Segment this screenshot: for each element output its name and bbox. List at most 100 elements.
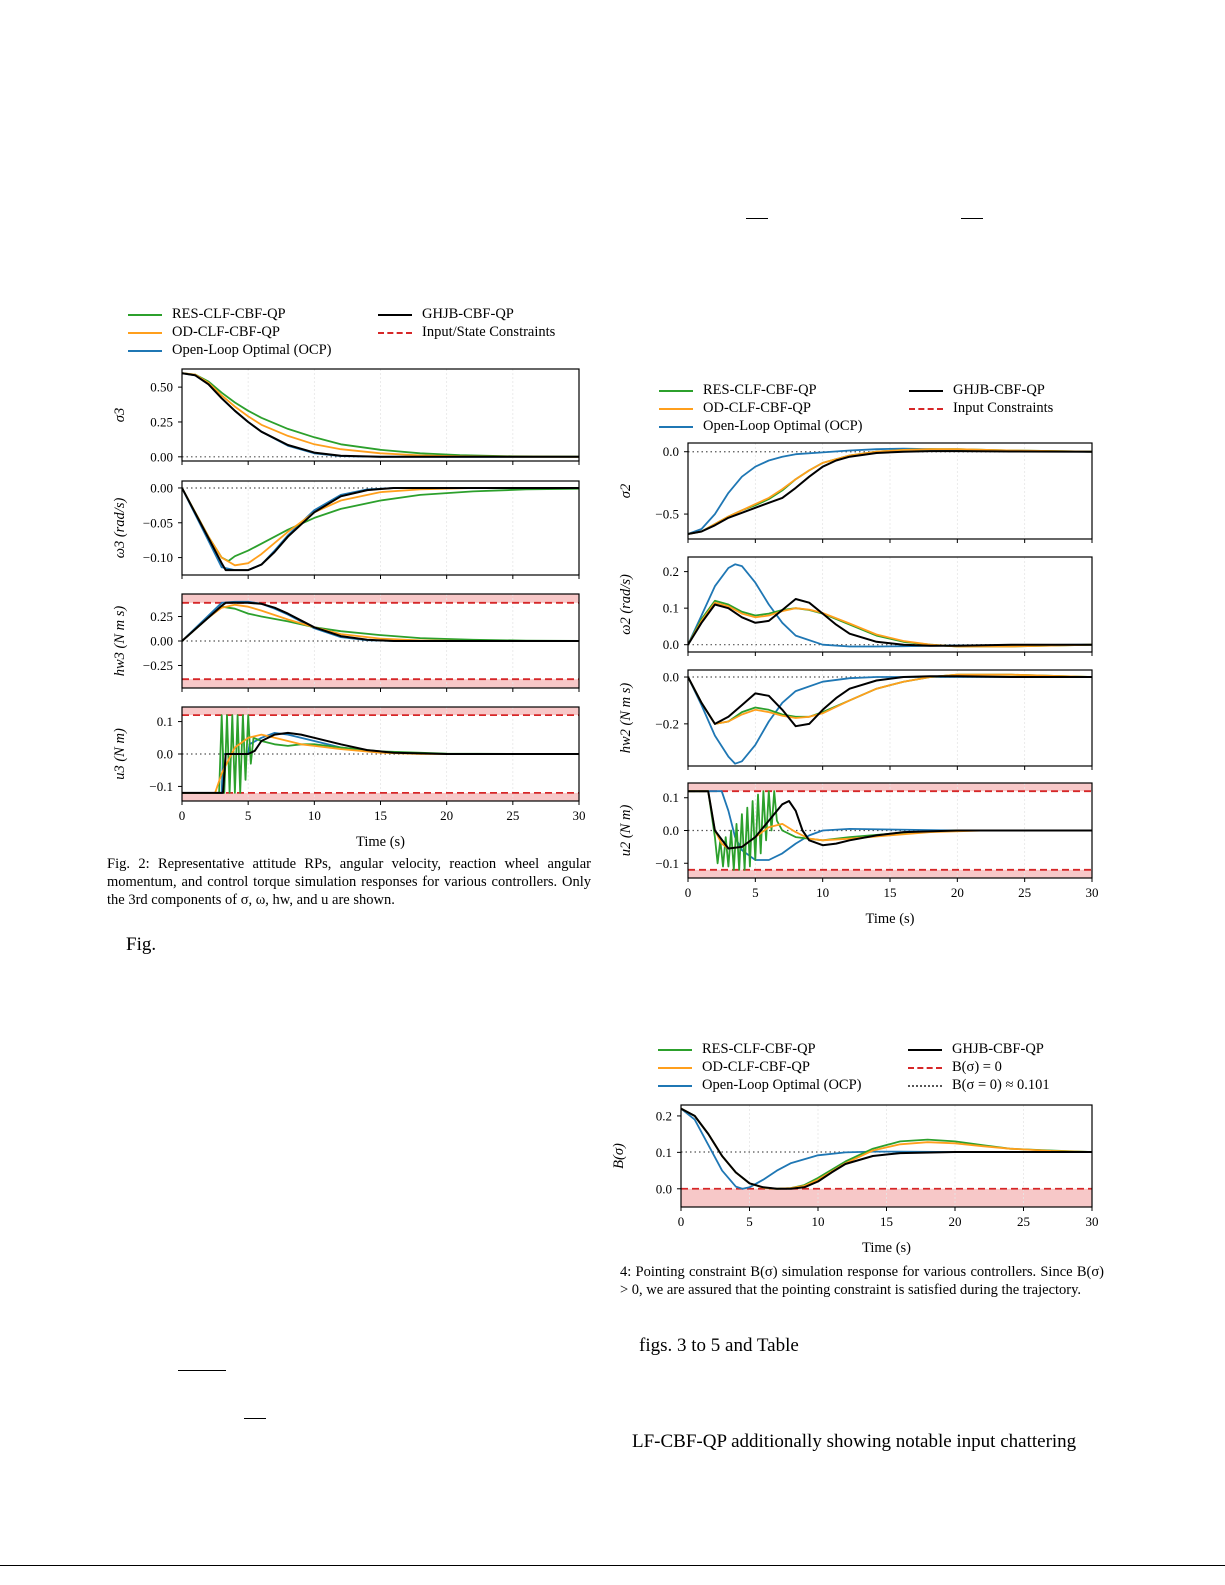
text-rule xyxy=(178,1370,226,1371)
legend-item: Input Constraints xyxy=(909,400,1053,417)
y-axis-label: B(σ) xyxy=(611,1143,627,1169)
x-axis-label: Time (s) xyxy=(356,834,405,850)
legend-item: RES-CLF-CBF-QP xyxy=(128,306,286,323)
y-tick-label: −0.1 xyxy=(655,856,679,871)
y-axis-label: ω2 (rad/s) xyxy=(618,574,634,635)
legend-swatch-constraints xyxy=(909,407,943,410)
series-line-ghjb-cbf-qp xyxy=(681,1107,1092,1190)
y-tick-label: −0.10 xyxy=(143,550,173,565)
legend-label: B(σ) = 0 xyxy=(952,1059,1002,1075)
series-line-open-loop-optimal-ocp- xyxy=(688,790,1092,861)
legend-item: RES-CLF-CBF-QP xyxy=(658,1041,816,1058)
x-tick-label: 0 xyxy=(685,885,692,900)
plot-panel-u3: 0 5 10 15 20 25 30 Time (s) 0.1 0.0 −0.1 u3 (N m) xyxy=(112,706,586,850)
y-tick-label: 0.50 xyxy=(150,380,173,395)
x-tick-label: 10 xyxy=(816,885,829,900)
y-tick-label: −0.05 xyxy=(143,515,173,530)
x-tick-label: 10 xyxy=(308,808,321,823)
y-axis-label: u2 (N m) xyxy=(618,805,634,857)
x-tick-label: 30 xyxy=(573,808,586,823)
y-tick-label: 0.00 xyxy=(150,449,173,464)
plot-panel-sigma2: 0.0 −0.5 σ2 xyxy=(618,442,1093,543)
legend-item: Open-Loop Optimal (OCP) xyxy=(658,1077,861,1094)
series-line-res-clf-cbf-qp xyxy=(688,599,1092,648)
x-axis-label: Time (s) xyxy=(862,1240,911,1256)
legend-label: RES-CLF-CBF-QP xyxy=(703,382,817,398)
x-tick-label: 15 xyxy=(374,808,387,823)
legend-swatch-ocp xyxy=(658,1084,692,1087)
legend-swatch-res xyxy=(659,389,693,392)
plot-panel-u2: 0 5 10 15 20 25 30 Time (s) 0.1 0.0 −0.1 u2 (N m) xyxy=(618,782,1099,927)
series-line-od-clf-cbf-qp xyxy=(688,448,1092,535)
legend-item: OD-CLF-CBF-QP xyxy=(658,1059,810,1076)
body-figs-reference: figs. 3 to 5 and Table xyxy=(639,1335,799,1356)
y-tick-label: 0.1 xyxy=(157,714,173,729)
legend-label: Open-Loop Optimal (OCP) xyxy=(702,1077,862,1093)
body-bottom-line: LF-CBF-QP additionally showing notable i… xyxy=(632,1431,1077,1452)
plot-frame xyxy=(181,480,580,576)
series-line-res-clf-cbf-qp xyxy=(182,372,579,458)
x-tick-label: 5 xyxy=(752,885,759,900)
plot-panel-omega3: 0.00 −0.05 −0.10 ω3 (rad/s) xyxy=(112,480,580,579)
y-tick-label: −0.25 xyxy=(143,658,173,673)
y-axis-label: u3 (N m) xyxy=(112,728,128,780)
legend-swatch-ocp xyxy=(128,349,162,352)
y-tick-label: 0.25 xyxy=(150,609,173,624)
y-tick-label: 0.1 xyxy=(663,790,679,805)
fig2-caption: Fig. 2: Representative attitude RPs, ang… xyxy=(107,856,591,908)
legend-swatch-constraints xyxy=(378,331,412,334)
y-tick-label: 0.0 xyxy=(663,637,679,652)
x-tick-label: 10 xyxy=(812,1214,825,1229)
series-line-ghjb-cbf-qp xyxy=(688,790,1092,850)
series-line-ghjb-cbf-qp xyxy=(688,675,1092,728)
y-axis-label: σ3 xyxy=(112,408,128,422)
legend-label: Open-Loop Optimal (OCP) xyxy=(703,418,863,434)
y-axis-label: σ2 xyxy=(618,484,634,498)
legend-label: GHJB-CBF-QP xyxy=(952,1041,1044,1057)
x-tick-label: 0 xyxy=(179,808,186,823)
plot-panel-hw3: 0.25 0.00 −0.25 hw3 (N m s) xyxy=(112,593,580,692)
violation-region xyxy=(688,869,1092,878)
legend-item: GHJB-CBF-QP xyxy=(908,1041,1044,1058)
y-tick-label: −0.5 xyxy=(655,507,679,522)
series-line-ghjb-cbf-qp xyxy=(182,731,579,794)
x-tick-label: 30 xyxy=(1086,885,1099,900)
x-tick-label: 15 xyxy=(884,885,897,900)
legend-swatch-od xyxy=(659,407,693,410)
y-tick-label: 0.2 xyxy=(656,1108,672,1123)
plot-panel-hw2: 0.0 −0.2 hw2 (N m s) xyxy=(618,669,1093,770)
legend-item: GHJB-CBF-QP xyxy=(909,382,1045,399)
series-line-res-clf-cbf-qp xyxy=(182,714,579,794)
y-tick-label: 0.0 xyxy=(663,444,679,459)
x-tick-label: 25 xyxy=(1018,885,1031,900)
fig4-caption: 4: Pointing constraint B(σ) simulation r… xyxy=(620,1264,1104,1298)
series-line-ghjb-cbf-qp xyxy=(688,450,1092,535)
text-rule xyxy=(961,218,983,219)
x-axis-label: Time (s) xyxy=(865,911,914,927)
series-line-open-loop-optimal-ocp- xyxy=(681,1107,1092,1190)
legend-swatch-b-zero xyxy=(908,1066,942,1069)
x-tick-label: 20 xyxy=(440,808,453,823)
legend-label: RES-CLF-CBF-QP xyxy=(172,306,286,322)
series-line-ghjb-cbf-qp xyxy=(688,598,1092,647)
legend-item: OD-CLF-CBF-QP xyxy=(128,324,280,341)
plot-panel-B: 0 5 10 15 20 25 30 Time (s) 0.2 0.1 0.0 B(σ) xyxy=(611,1104,1099,1256)
series-line-res-clf-cbf-qp xyxy=(688,790,1092,871)
legend-item: Input/State Constraints xyxy=(378,324,555,341)
legend-swatch-ghjb xyxy=(909,389,943,392)
legend-label: Input Constraints xyxy=(953,400,1054,416)
legend-swatch-b-sigma0 xyxy=(908,1084,942,1087)
y-axis-label: ω3 (rad/s) xyxy=(112,498,128,559)
page-bottom-rule xyxy=(0,1565,1225,1566)
y-axis-label: hw3 (N m s) xyxy=(112,606,128,677)
y-tick-label: 0.2 xyxy=(663,564,679,579)
legend-label: Open-Loop Optimal (OCP) xyxy=(172,342,332,358)
legend-label: OD-CLF-CBF-QP xyxy=(172,324,280,340)
y-tick-label: 0.1 xyxy=(663,601,679,616)
series-line-od-clf-cbf-qp xyxy=(688,790,1092,850)
legend-swatch-res xyxy=(128,313,162,316)
text-rule xyxy=(244,1418,266,1419)
x-tick-label: 25 xyxy=(1017,1214,1030,1229)
legend-swatch-od xyxy=(128,331,162,334)
